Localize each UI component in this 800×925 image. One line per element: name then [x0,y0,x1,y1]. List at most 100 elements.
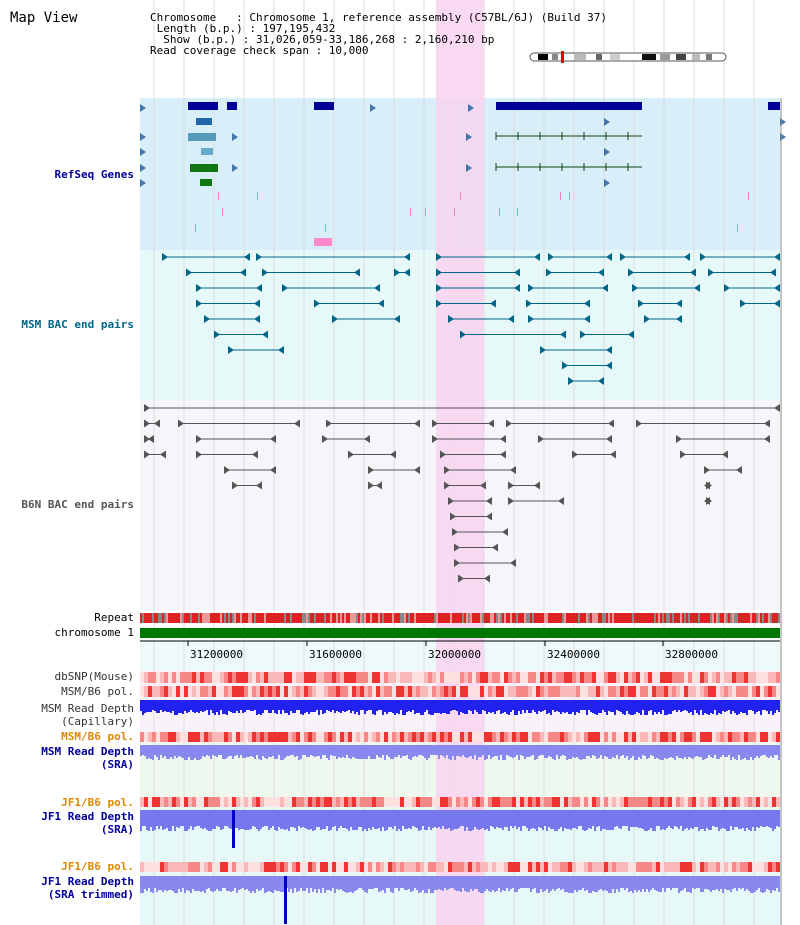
depth-bar [352,745,354,757]
depth-bar [238,745,240,758]
depth-bar [710,745,712,757]
msm-pair-end [196,299,202,308]
heat-cell [348,797,352,807]
repeat-mark [420,613,422,623]
depth-bar [208,745,210,756]
heat-cell [248,862,252,872]
depth-bar [146,810,148,830]
depth-bar [358,810,360,827]
depth-bar [506,700,508,714]
depth-bar [382,700,384,715]
heat-cell [644,862,648,872]
depth-bar [364,876,366,892]
depth-bar [466,745,468,758]
heat-cell [608,672,612,683]
heat-cell [696,672,700,683]
heat-cell [276,732,280,742]
b6n-pair-end [510,559,516,567]
depth-bar [242,745,244,758]
heat-cell [452,686,456,697]
msm-pair-end [644,315,650,323]
msm-bac-layer[interactable] [162,253,780,385]
depth-bar [198,876,200,891]
depth-bar [410,700,412,712]
depth-bar [562,876,564,889]
chromosome-bar[interactable] [140,628,780,638]
heat-cell [440,686,444,697]
track-label-jf1-b6-pol: JF1/B6 pol. [61,796,134,809]
depth-bar [150,876,152,892]
depth-bar [408,745,410,759]
repeat-mark [170,613,172,623]
track-label-capillary: (Capillary) [61,715,134,728]
repeat-mark [686,613,688,623]
depth-bar [336,810,338,831]
repeat-track[interactable] [140,613,780,623]
depth-bar [660,876,662,892]
repeat-mark [296,613,298,623]
depth-bar [330,700,332,712]
depth-bar [394,745,396,757]
depth-bar [410,876,412,892]
heat-cell [776,732,780,742]
repeat-mark [536,613,538,623]
heat-cell [632,862,636,872]
depth-bar [154,810,156,830]
repeat-mark [440,613,442,623]
track-label-msm-bac[interactable]: MSM BAC end pairs [21,318,134,331]
repeat-mark [262,613,264,623]
depth-bar [276,700,278,714]
b6n-pair-end [144,419,150,428]
b6n-bac-layer[interactable] [144,404,780,583]
heat-cell [544,797,548,807]
track-label-b6n-bac[interactable]: B6N BAC end pairs [21,498,134,511]
heat-cell [236,686,240,697]
heat-cell [176,862,180,872]
depth-bar [526,700,528,710]
repeat-mark [492,613,494,623]
depth-bar [282,876,284,892]
depth-bar [598,745,600,758]
chromosome-ideogram[interactable] [529,51,727,63]
depth-bar [268,876,270,891]
repeat-mark [480,613,482,623]
depth-bar [504,745,506,760]
read-depth-tracks[interactable] [140,700,780,924]
heat-cell [588,686,592,697]
heat-cell [308,672,312,683]
depth-bar [402,700,404,715]
depth-bar [592,700,594,713]
selection-highlight[interactable] [436,0,484,925]
msm-pair-end [196,284,202,292]
refseq-genes-layer[interactable] [140,102,786,246]
depth-bar [256,700,258,715]
depth-bar [616,700,618,710]
depth-bar [180,810,182,826]
repeat-mark [458,613,460,623]
depth-bar [582,810,584,830]
depth-bar [746,745,748,760]
depth-bar [204,810,206,828]
heat-cell [252,862,256,872]
track-label-refseq[interactable]: RefSeq Genes [54,168,134,181]
gene-arrow [604,118,610,126]
depth-bar [360,810,362,827]
depth-bar [474,745,476,755]
depth-bar [688,876,690,892]
depth-bar [588,876,590,893]
depth-bar [556,745,558,755]
depth-bar [240,745,242,755]
depth-bar [418,810,420,831]
polymorphism-heat-tracks[interactable] [140,672,780,872]
heat-cell [692,672,696,683]
depth-bar [652,810,654,831]
depth-bar [524,810,526,826]
depth-bar [594,700,596,714]
heat-cell [512,862,516,872]
heat-cell [160,732,164,742]
depth-bar [402,876,404,888]
heat-cell [296,672,300,683]
repeat-mark [320,613,322,623]
depth-bar [224,745,226,759]
